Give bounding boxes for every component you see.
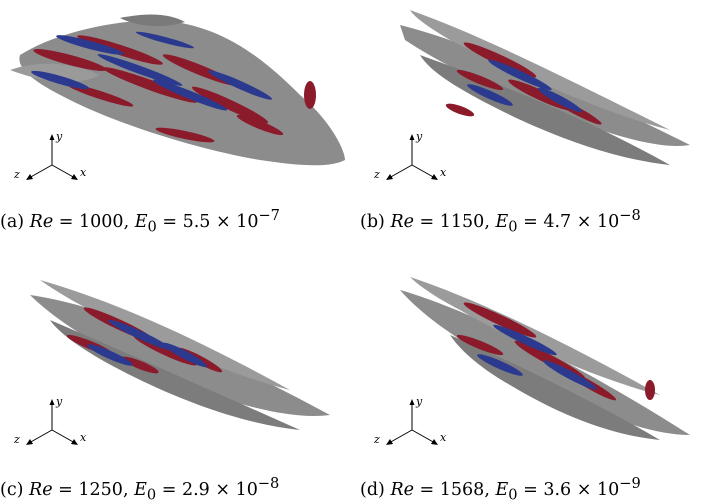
- panel-b: y x z (b) Re = 1150, E0 = 4.7 × 10−8: [360, 0, 700, 235]
- axis-triad: [388, 403, 436, 444]
- panel-label: (c): [0, 479, 24, 500]
- panel-a: y x z (a) Re = 1000, E0 = 5.5 × 10−7: [0, 0, 346, 235]
- axis-label-z: z: [373, 168, 380, 181]
- caption-d: (d) Re = 1568, E0 = 3.6 × 10−9: [360, 475, 641, 504]
- isosurface-render-d: y x z: [373, 277, 690, 446]
- isosurface-render-c: y x z: [13, 280, 330, 446]
- axis-label-y: y: [415, 130, 423, 143]
- panel-label: (d): [360, 479, 385, 500]
- panel-label: (b): [360, 211, 385, 232]
- axis-label-y: y: [415, 395, 423, 408]
- axis-label-z: z: [13, 168, 20, 181]
- axis-label-z: z: [13, 433, 20, 446]
- caption-a: (a) Re = 1000, E0 = 5.5 × 10−7: [0, 207, 280, 236]
- axis-triad: [388, 138, 436, 179]
- axis-label-x: x: [80, 166, 87, 179]
- panel-d: y x z (d) Re = 1568, E0 = 3.6 × 10−9: [360, 265, 700, 503]
- axis-triad: [28, 403, 76, 444]
- axis-label-x: x: [80, 431, 87, 444]
- panel-c: y x z (c) Re = 1250, E0 = 2.9 × 10−8: [0, 265, 340, 503]
- blue-vortex-structures: [31, 31, 273, 111]
- panel-label: (a): [0, 211, 25, 232]
- blue-vortex-structures: [467, 59, 583, 113]
- blue-vortex-structures: [87, 319, 208, 368]
- axis-label-z: z: [373, 433, 380, 446]
- axis-label-x: x: [440, 431, 447, 444]
- axis-label-y: y: [55, 395, 63, 408]
- axis-label-y: y: [55, 130, 63, 143]
- axis-triad: [28, 138, 76, 179]
- axis-label-x: x: [440, 166, 447, 179]
- isosurface-render-a: y x z: [10, 14, 346, 181]
- caption-b: (b) Re = 1150, E0 = 4.7 × 10−8: [360, 207, 641, 236]
- caption-c: (c) Re = 1250, E0 = 2.9 × 10−8: [0, 475, 280, 504]
- red-vortex-structures: [33, 35, 316, 143]
- blue-vortex-structures: [477, 324, 597, 390]
- isosurface-render-b: y x z: [373, 10, 690, 181]
